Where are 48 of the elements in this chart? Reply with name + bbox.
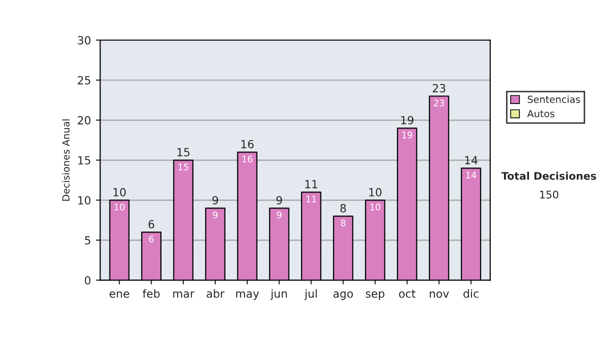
y-tick-label: 15	[78, 156, 90, 165]
data-label: 11	[306, 196, 316, 202]
legend-label: Sentencias	[528, 95, 580, 104]
data-label: 8	[340, 220, 346, 226]
x-tick-label: dic	[464, 289, 478, 298]
text: 150	[540, 190, 558, 199]
x-tick-label: ago	[333, 291, 353, 300]
y-tick-label: 5	[84, 236, 90, 245]
total-label: 19	[401, 116, 414, 124]
total-label: 14	[465, 156, 478, 164]
y-tick-label: 25	[78, 76, 90, 85]
y-tick-label: 10	[78, 196, 90, 205]
x-tick-label: sep	[366, 291, 384, 300]
data-label: 15	[178, 164, 188, 170]
total-label: 10	[114, 188, 126, 196]
data-label: 10	[370, 204, 380, 210]
data-label: 14	[466, 172, 476, 178]
x-tick-label: ene	[110, 291, 130, 298]
total-label: 15	[177, 148, 190, 156]
total-label: 6	[148, 220, 154, 228]
x-tick-label: oct	[399, 290, 416, 298]
total-label: 10	[369, 188, 382, 196]
data-label: 10	[114, 204, 125, 210]
total-label: 9	[276, 196, 282, 204]
x-tick-label: may	[236, 291, 260, 300]
x-tick-label: mar	[173, 291, 194, 298]
total-label: 16	[241, 140, 254, 148]
x-tick-label: jun	[270, 289, 287, 300]
data-label: 9	[212, 212, 218, 218]
total-label: 11	[305, 180, 318, 188]
data-label: 23	[434, 99, 444, 106]
x-tick-label: nov	[430, 291, 449, 298]
total-label: 23	[432, 84, 446, 92]
data-label: 6	[149, 236, 154, 242]
data-label: 16	[242, 156, 252, 162]
data-label: 9	[276, 212, 282, 218]
y-axis-title: Decisiones Anual	[62, 119, 70, 201]
x-tick-label: feb	[142, 289, 160, 298]
text: Total Decisiones	[501, 172, 596, 180]
total-label: 9	[212, 196, 218, 204]
x-tick-label: abr	[206, 289, 224, 298]
x-tick-label: jul	[304, 289, 317, 300]
y-tick-label: 30	[78, 36, 90, 44]
y-tick-label: 0	[84, 276, 90, 285]
legend-label: Autos	[527, 110, 554, 118]
total-label: 8	[340, 204, 346, 212]
data-label: 19	[402, 131, 412, 138]
y-tick-label: 20	[78, 116, 90, 125]
